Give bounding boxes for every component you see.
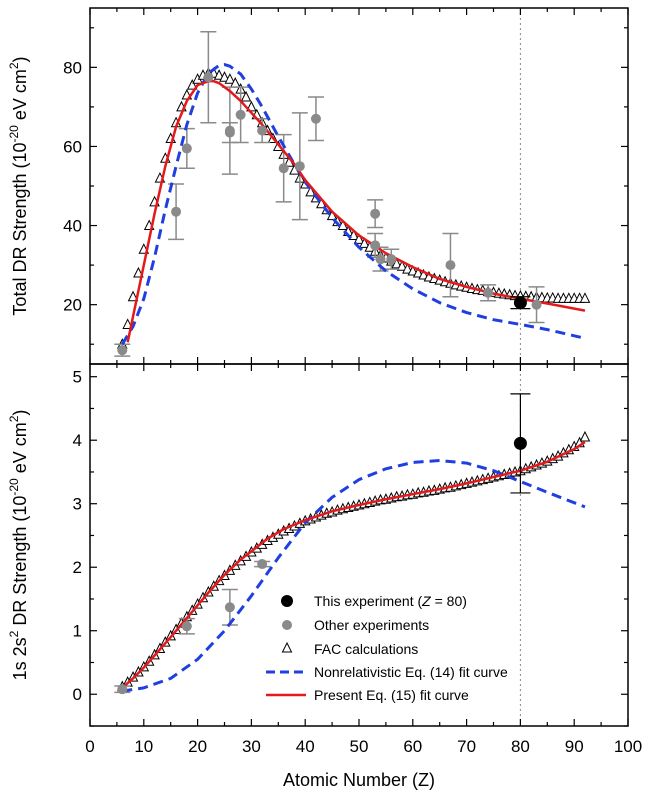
- xtick-label: 80: [511, 737, 530, 756]
- ylabel-top-middle: eV cm: [10, 69, 30, 125]
- legend-marker-fac: [281, 641, 293, 653]
- ylabel-bot-exponent: 2: [7, 630, 21, 637]
- top-other-point-8: [278, 163, 289, 174]
- top-present-fit-curve: [126, 79, 586, 343]
- ylabel-bot-end: ): [10, 410, 30, 416]
- top-other-point-12: [370, 240, 381, 251]
- top-fac-point-23: [240, 90, 252, 102]
- bottom-other-point-3: [257, 559, 268, 570]
- top-other-point-2: [181, 143, 192, 154]
- top-ytick-label: 60: [63, 137, 82, 156]
- top-other-point-11: [370, 208, 381, 219]
- bottom-other-point-2: [224, 602, 235, 613]
- ylabel-top-prefix: Total DR Strength (10: [10, 142, 30, 315]
- ylabel-top-power: 2: [7, 62, 21, 69]
- xtick-label: 10: [134, 737, 153, 756]
- bottom-ytick-label: 3: [73, 495, 82, 514]
- legend-label-present: Present Eq. (15) fit curve: [314, 687, 469, 703]
- top-ytick-label: 40: [63, 217, 82, 236]
- bottom-ytick-label: 1: [73, 622, 82, 641]
- legend: This experiment (Z = 80) Other experimen…: [266, 593, 508, 703]
- xtick-label: 50: [350, 737, 369, 756]
- top-other-point-13: [375, 254, 386, 265]
- top-fac-point-20: [224, 73, 236, 84]
- legend-marker-other-experiments: [282, 620, 292, 630]
- top-other-point-6: [235, 109, 246, 120]
- y-axis-label-bottom: 1s 2s2 DR Strength (10-20 eV cm2): [7, 410, 30, 681]
- xtick-label: 60: [403, 737, 422, 756]
- bottom-panel-plot: [114, 364, 591, 726]
- top-panel-plot: [114, 8, 591, 364]
- top-other-point-0: [117, 345, 128, 356]
- xtick-label: 100: [614, 737, 642, 756]
- xtick-label: 70: [457, 737, 476, 756]
- bottom-this-point-0: [513, 436, 527, 450]
- top-fac-point-44: [353, 233, 365, 244]
- bottom-ytick-label: 2: [73, 558, 82, 577]
- top-fac-point-53: [402, 262, 413, 274]
- xtick-label: 40: [296, 737, 315, 756]
- bottom-nonrelativistic-fit-curve: [122, 459, 586, 693]
- x-axis-label: Atomic Number (Z): [283, 770, 435, 790]
- top-fac-point-45: [359, 237, 370, 248]
- top-fac-point-86: [579, 292, 591, 303]
- xtick-label: 90: [565, 737, 584, 756]
- top-fac-point-52: [396, 260, 408, 271]
- top-other-point-7: [257, 125, 268, 136]
- legend-label-fac: FAC calculations: [314, 641, 418, 657]
- top-this-point-0: [513, 296, 527, 310]
- xtick-label: 0: [85, 737, 94, 756]
- ylabel-bot-suffix: eV cm: [10, 422, 30, 478]
- bottom-ytick-label: 0: [73, 685, 82, 704]
- top-other-point-17: [531, 299, 542, 310]
- y-axis-label-top: Total DR Strength (10-20 eV cm2): [7, 56, 30, 315]
- top-other-point-1: [171, 206, 182, 217]
- ylabel-bot-power: -20: [7, 478, 21, 496]
- bottom-ytick-label: 4: [73, 431, 82, 450]
- top-other-point-3: [203, 72, 214, 83]
- top-nonrelativistic-fit-curve: [120, 63, 586, 345]
- xtick-label: 20: [188, 737, 207, 756]
- xtick-label: 30: [242, 737, 261, 756]
- ylabel-top-exponent: -20: [7, 125, 21, 143]
- top-fac-point-35: [305, 185, 316, 197]
- top-fac-point-55: [412, 266, 424, 278]
- bottom-present-fit-curve: [121, 441, 586, 689]
- ylabel-bot-middle: DR Strength (10: [10, 496, 30, 631]
- top-ytick-label: 20: [63, 296, 82, 315]
- legend-marker-this-experiment: [281, 595, 293, 607]
- top-other-point-5: [224, 127, 235, 138]
- legend-label-this-experiment: This experiment (Z = 80): [314, 593, 467, 609]
- top-fac-point-19: [219, 71, 230, 82]
- bottom-other-point-1: [181, 621, 192, 632]
- top-other-point-16: [483, 287, 494, 298]
- top-fac-point-13: [186, 79, 198, 90]
- top-fac-point-51: [391, 257, 402, 269]
- legend-this-prefix: This experiment (: [314, 593, 422, 609]
- top-other-point-15: [445, 260, 456, 271]
- top-ytick-label: 80: [63, 58, 82, 77]
- top-fac-point-18: [213, 69, 225, 80]
- bottom-fac-point-86: [579, 430, 591, 442]
- top-other-point-10: [310, 113, 321, 124]
- legend-label-other-experiments: Other experiments: [314, 617, 429, 633]
- top-fac-point-54: [407, 264, 419, 276]
- top-other-point-9: [294, 161, 305, 172]
- bottom-other-point-0: [117, 684, 128, 695]
- ylabel-bot-suffix-power: 2: [7, 415, 21, 422]
- top-other-point-14: [386, 254, 397, 265]
- legend-label-nonrel: Nonrelativistic Eq. (14) fit curve: [314, 664, 508, 680]
- legend-this-var: Z: [421, 593, 431, 609]
- top-fac-point-56: [418, 268, 429, 280]
- top-fac-point-2: [127, 290, 139, 302]
- ylabel-bot-prefix: 1s 2s: [10, 637, 30, 680]
- bottom-ytick-label: 5: [73, 368, 82, 387]
- legend-this-suffix: = 80): [431, 593, 467, 609]
- ylabel-top-suffix: ): [10, 56, 30, 62]
